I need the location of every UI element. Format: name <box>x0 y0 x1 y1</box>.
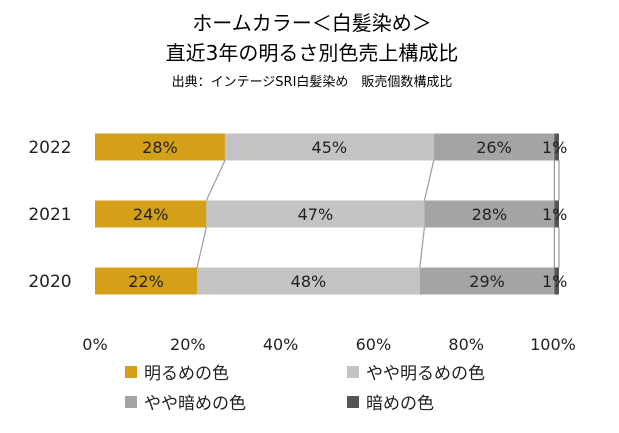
data-label-2021-暗めの色: 1% <box>542 205 567 224</box>
bar-2021-やや暗めの色 <box>424 200 555 228</box>
data-label-2022-やや暗めの色: 26% <box>476 138 512 157</box>
bar-2022-やや明るめの色 <box>224 133 434 161</box>
chart-source: 出典：インテージSRI白髪染め 販売個数構成比 <box>172 74 453 90</box>
bars <box>95 133 559 295</box>
series-lines <box>196 160 560 268</box>
data-label-2020-やや明るめの色: 48% <box>291 272 327 291</box>
chart-title: ホームカラー＜白髪染め＞ <box>192 11 431 35</box>
x-axis-ticks: 0% 20% 40% 60% 80% 100% <box>82 335 576 354</box>
x-tick-4: 80% <box>448 335 484 354</box>
legend-swatch-暗めの色 <box>347 396 359 408</box>
legend-label-やや明るめの色: やや明るめの色 <box>366 364 485 384</box>
data-label-2021-やや暗めの色: 28% <box>472 205 508 224</box>
x-tick-2: 40% <box>263 335 299 354</box>
data-label-2020-明るめの色: 22% <box>128 272 164 291</box>
category-label-2020: 2020 <box>28 272 71 292</box>
bar-2020-明るめの色 <box>95 267 198 295</box>
series-line-0-1 <box>196 227 207 268</box>
bar-2022-暗めの色 <box>554 133 559 161</box>
legend-swatch-明るめの色 <box>125 366 137 378</box>
data-label-2022-やや明るめの色: 45% <box>312 138 348 157</box>
category-labels: 2022 2021 2020 <box>28 138 71 292</box>
bar-2021-やや明るめの色 <box>206 200 425 228</box>
data-label-2020-やや暗めの色: 29% <box>469 272 505 291</box>
legend-label-やや暗めの色: やや暗めの色 <box>144 394 246 414</box>
data-label-2021-明るめの色: 24% <box>133 205 169 224</box>
x-tick-1: 20% <box>170 335 206 354</box>
category-label-2021: 2021 <box>28 205 71 225</box>
data-labels: 28% 45% 26% 1% 24% 47% 28% 1% 22% 48% 29% 1% <box>128 138 567 291</box>
bar-2022-明るめの色 <box>95 133 225 161</box>
legend-label-暗めの色: 暗めの色 <box>366 394 434 414</box>
x-tick-5: 100% <box>530 335 576 354</box>
bar-2021-明るめの色 <box>95 200 207 228</box>
series-line-1-1 <box>419 227 426 268</box>
data-label-2020-暗めの色: 1% <box>542 272 567 291</box>
x-tick-0: 0% <box>82 335 107 354</box>
x-tick-3: 60% <box>356 335 392 354</box>
data-label-2021-やや明るめの色: 47% <box>298 205 334 224</box>
series-line-1-0 <box>423 160 435 201</box>
bar-2020-やや暗めの色 <box>419 267 555 295</box>
legend-swatch-やや明るめの色 <box>347 366 359 378</box>
chart-subtitle: 直近3年の明るさ別色売上構成比 <box>166 41 459 65</box>
bar-2020-暗めの色 <box>554 267 559 295</box>
data-label-2022-暗めの色: 1% <box>542 138 567 157</box>
legend-swatch-やや暗めの色 <box>125 396 137 408</box>
bar-2021-暗めの色 <box>554 200 559 228</box>
data-label-2022-明るめの色: 28% <box>142 138 178 157</box>
bar-2022-やや暗めの色 <box>433 133 555 161</box>
bar-2020-やや明るめの色 <box>197 267 420 295</box>
category-label-2022: 2022 <box>28 138 71 158</box>
series-line-0-0 <box>205 160 226 201</box>
legend-label-明るめの色: 明るめの色 <box>144 364 229 384</box>
